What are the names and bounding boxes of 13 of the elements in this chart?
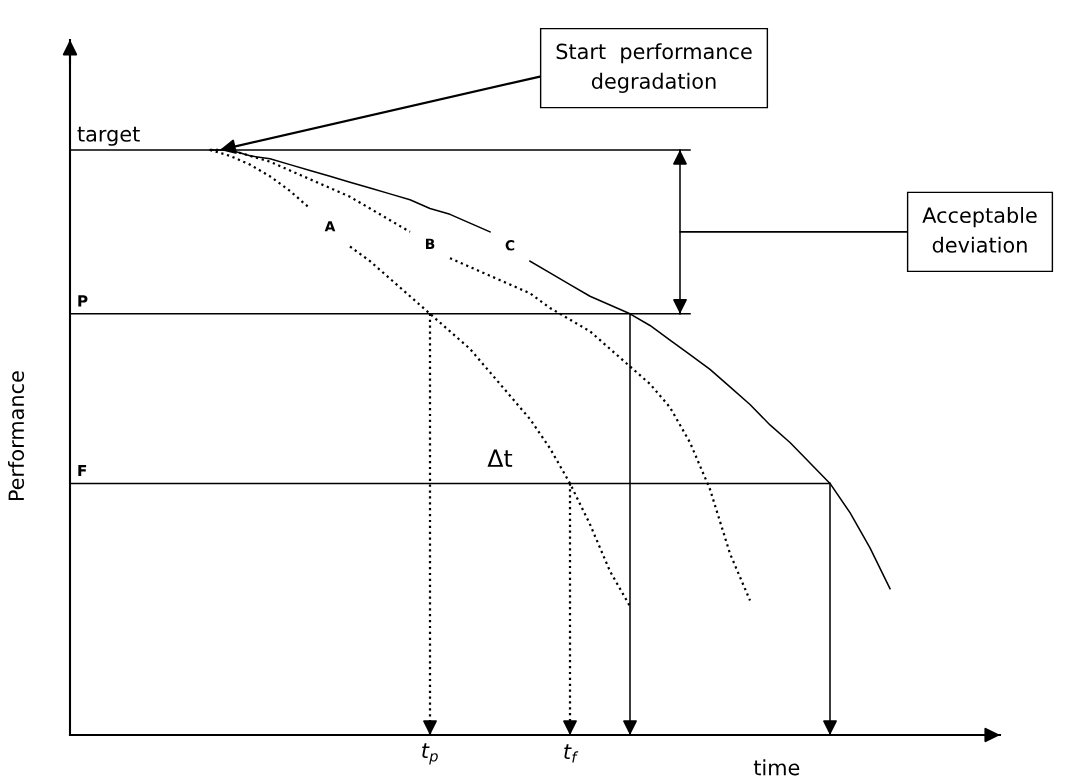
x-axis-title: time xyxy=(753,759,800,776)
annotation: Acceptable deviation xyxy=(922,206,1037,253)
annotation: Δt xyxy=(487,449,513,467)
x-tick-label: t$_{f}$ xyxy=(564,744,579,763)
y-axis-title: Performance xyxy=(7,371,25,501)
text: Start performance degradation xyxy=(556,43,752,93)
annotation: F xyxy=(78,464,87,477)
annotation: P xyxy=(78,295,88,307)
series-label: A xyxy=(324,221,336,232)
series-label: C xyxy=(505,240,515,251)
text: target xyxy=(77,126,140,146)
x-tick-label: t$_{p}$ xyxy=(422,743,438,765)
series-label: B xyxy=(425,238,435,249)
